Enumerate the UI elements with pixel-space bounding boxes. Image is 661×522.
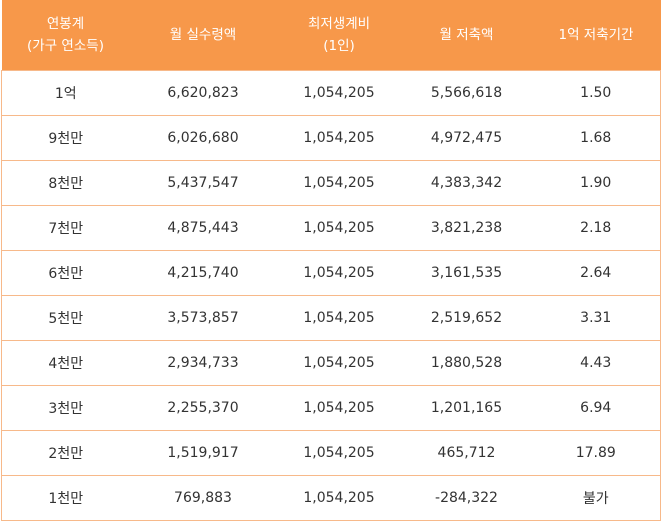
table-row: 8천만 5,437,547 1,054,205 4,383,342 1.90 bbox=[1, 160, 661, 206]
table-body: 1억 6,620,823 1,054,205 5,566,618 1.50 9천… bbox=[1, 70, 661, 521]
cell-monthly-net: 1,519,917 bbox=[129, 430, 277, 476]
cell-min-living: 1,054,205 bbox=[276, 115, 402, 161]
cell-min-living: 1,054,205 bbox=[276, 385, 402, 431]
cell-period: 17.89 bbox=[531, 430, 661, 476]
cell-monthly-net: 4,215,740 bbox=[129, 250, 277, 296]
cell-monthly-net: 3,573,857 bbox=[129, 295, 277, 341]
cell-period: 1.50 bbox=[531, 70, 661, 116]
cell-salary: 6천만 bbox=[1, 250, 130, 296]
table-row: 9천만 6,026,680 1,054,205 4,972,475 1.68 bbox=[1, 115, 661, 161]
header-monthly-net: 월 실수령액 bbox=[129, 0, 277, 71]
cell-period: 1.90 bbox=[531, 160, 661, 206]
header-period-label: 1억 저축기간 bbox=[558, 27, 634, 43]
cell-salary: 7천만 bbox=[1, 205, 130, 251]
cell-salary: 1억 bbox=[1, 70, 130, 116]
table-row: 5천만 3,573,857 1,054,205 2,519,652 3.31 bbox=[1, 295, 661, 341]
cell-salary: 1천만 bbox=[1, 475, 130, 521]
cell-monthly-saving: 1,201,165 bbox=[401, 385, 532, 431]
header-period: 1억 저축기간 bbox=[531, 0, 661, 71]
cell-monthly-saving: 465,712 bbox=[401, 430, 532, 476]
cell-period: 2.18 bbox=[531, 205, 661, 251]
cell-min-living: 1,054,205 bbox=[276, 340, 402, 386]
header-min-living-line2: (1인) bbox=[323, 38, 355, 54]
table-row: 1억 6,620,823 1,054,205 5,566,618 1.50 bbox=[1, 70, 661, 116]
header-monthly-net-label: 월 실수령액 bbox=[169, 27, 237, 43]
cell-monthly-net: 2,255,370 bbox=[129, 385, 277, 431]
table-row: 3천만 2,255,370 1,054,205 1,201,165 6.94 bbox=[1, 385, 661, 431]
cell-salary: 8천만 bbox=[1, 160, 130, 206]
cell-min-living: 1,054,205 bbox=[276, 250, 402, 296]
table-row: 6천만 4,215,740 1,054,205 3,161,535 2.64 bbox=[1, 250, 661, 296]
cell-min-living: 1,054,205 bbox=[276, 205, 402, 251]
cell-min-living: 1,054,205 bbox=[276, 430, 402, 476]
cell-min-living: 1,054,205 bbox=[276, 475, 402, 521]
cell-monthly-saving: 4,972,475 bbox=[401, 115, 532, 161]
cell-min-living: 1,054,205 bbox=[276, 160, 402, 206]
cell-monthly-saving: 5,566,618 bbox=[401, 70, 532, 116]
header-min-living-line1: 최저생계비 bbox=[307, 16, 371, 32]
cell-period: 2.64 bbox=[531, 250, 661, 296]
cell-monthly-saving: 3,821,238 bbox=[401, 205, 532, 251]
cell-period: 3.31 bbox=[531, 295, 661, 341]
cell-monthly-saving: 3,161,535 bbox=[401, 250, 532, 296]
cell-period: 4.43 bbox=[531, 340, 661, 386]
cell-min-living: 1,054,205 bbox=[276, 70, 402, 116]
header-salary: 연봉계 (가구 연소득) bbox=[1, 0, 130, 71]
cell-salary: 3천만 bbox=[1, 385, 130, 431]
table-row: 4천만 2,934,733 1,054,205 1,880,528 4.43 bbox=[1, 340, 661, 386]
header-salary-line2: (가구 연소득) bbox=[27, 38, 104, 54]
header-row: 연봉계 (가구 연소득) 월 실수령액 최저생계비 (1인) 월 저축액 1억 … bbox=[1, 0, 661, 71]
cell-period: 1.68 bbox=[531, 115, 661, 161]
header-salary-line1: 연봉계 bbox=[46, 16, 85, 32]
cell-monthly-net: 2,934,733 bbox=[129, 340, 277, 386]
cell-monthly-net: 6,620,823 bbox=[129, 70, 277, 116]
header-min-living: 최저생계비 (1인) bbox=[276, 0, 402, 71]
header-monthly-saving: 월 저축액 bbox=[401, 0, 532, 71]
cell-monthly-net: 5,437,547 bbox=[129, 160, 277, 206]
cell-monthly-saving: 1,880,528 bbox=[401, 340, 532, 386]
cell-salary: 2천만 bbox=[1, 430, 130, 476]
table-row: 1천만 769,883 1,054,205 -284,322 불가 bbox=[1, 475, 661, 521]
cell-monthly-saving: -284,322 bbox=[401, 475, 532, 521]
header-monthly-saving-label: 월 저축액 bbox=[439, 27, 494, 43]
cell-period: 불가 bbox=[531, 475, 661, 521]
cell-monthly-net: 4,875,443 bbox=[129, 205, 277, 251]
table-row: 2천만 1,519,917 1,054,205 465,712 17.89 bbox=[1, 430, 661, 476]
table-header: 연봉계 (가구 연소득) 월 실수령액 최저생계비 (1인) 월 저축액 1억 … bbox=[1, 0, 661, 71]
cell-salary: 5천만 bbox=[1, 295, 130, 341]
cell-salary: 4천만 bbox=[1, 340, 130, 386]
table-row: 7천만 4,875,443 1,054,205 3,821,238 2.18 bbox=[1, 205, 661, 251]
cell-monthly-net: 769,883 bbox=[129, 475, 277, 521]
cell-min-living: 1,054,205 bbox=[276, 295, 402, 341]
cell-monthly-saving: 4,383,342 bbox=[401, 160, 532, 206]
cell-salary: 9천만 bbox=[1, 115, 130, 161]
cell-monthly-net: 6,026,680 bbox=[129, 115, 277, 161]
cell-monthly-saving: 2,519,652 bbox=[401, 295, 532, 341]
cell-period: 6.94 bbox=[531, 385, 661, 431]
